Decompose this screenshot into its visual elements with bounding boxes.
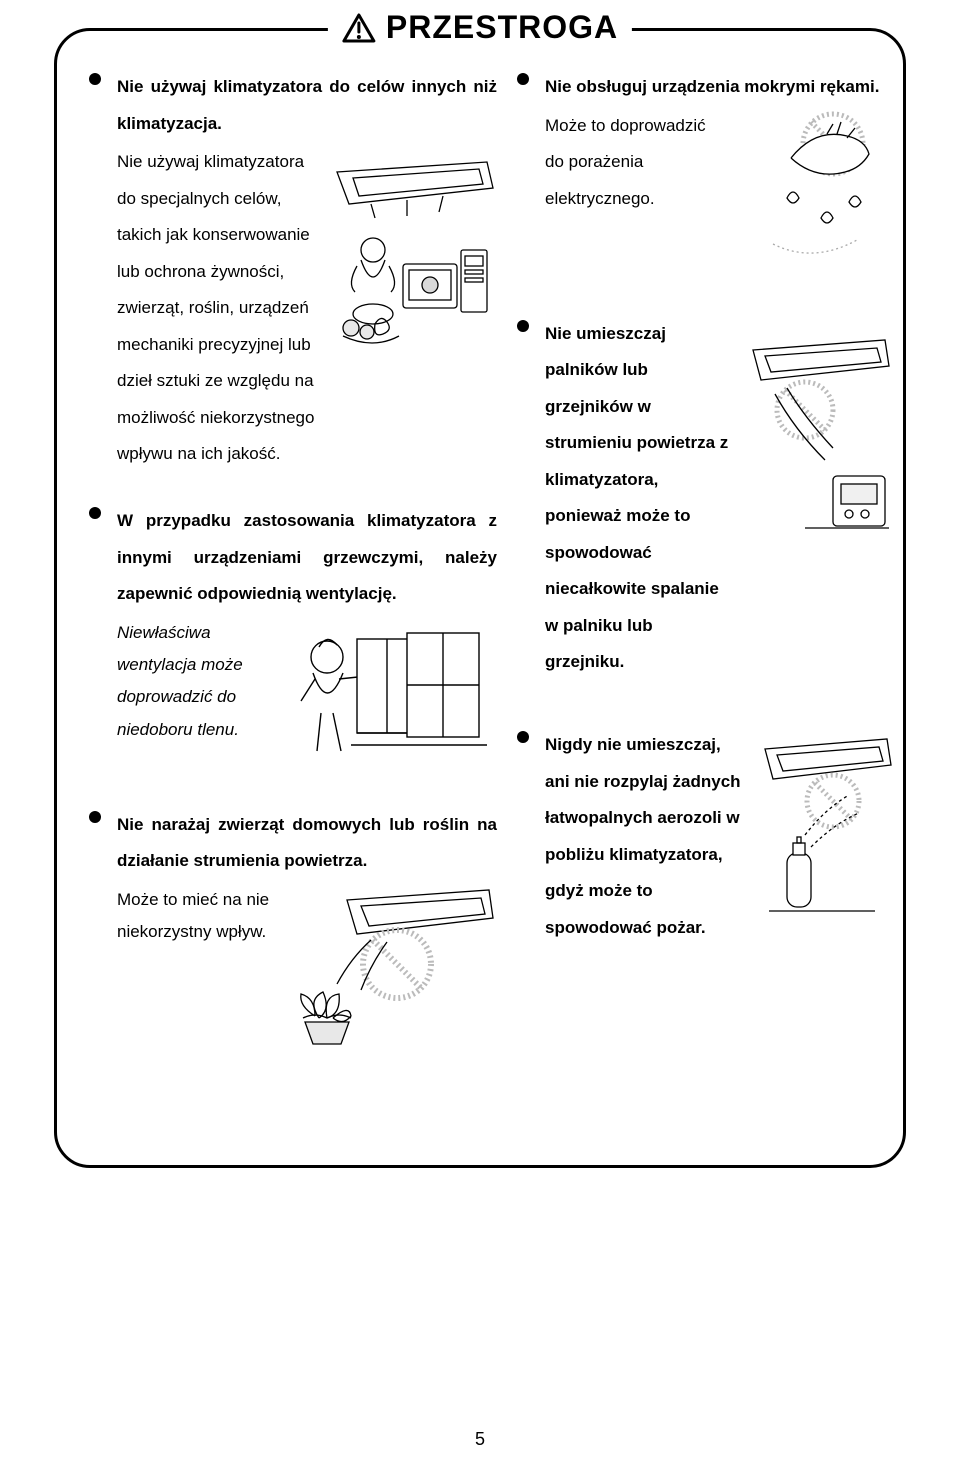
- caution-frame: PRZESTROGA Nie używaj klimatyzatora do c…: [54, 28, 906, 1168]
- illustration-aerosol-fire: [755, 735, 895, 925]
- lead-text: Nie używaj klimatyzatora do celów innych…: [117, 69, 497, 142]
- item-body: Nie umieszczaj palników lub grzejników w…: [545, 316, 895, 681]
- body-text: Niewłaściwa wentylacja może doprowadzić …: [117, 617, 277, 746]
- body-text: Może to doprowadzić do porażenia elektry…: [545, 108, 727, 218]
- bullet-icon: [89, 811, 101, 823]
- bullet-icon: [517, 73, 529, 85]
- illustration-food-storage: [327, 154, 497, 354]
- lead-text: Nie umieszczaj palników lub grzejników w…: [545, 316, 735, 681]
- column-left: Nie używaj klimatyzatora do celów innych…: [89, 69, 497, 1139]
- body-text: Nie używaj klimatyzatora do specjalnych …: [117, 144, 317, 473]
- item-body: Nie obsługuj urządzenia mokrymi rękami. …: [545, 69, 887, 278]
- body-text: Może to mieć na nie niekorzystny wpływ.: [117, 884, 277, 949]
- right-item-1: Nie obsługuj urządzenia mokrymi rękami. …: [517, 69, 887, 278]
- item-body: W przypadku zastosowania klimatyzatora z…: [117, 503, 497, 767]
- lead-text: Nigdy nie umieszczaj, ani nie rozpylaj ż…: [545, 727, 745, 946]
- column-right: Nie obsługuj urządzenia mokrymi rękami. …: [517, 69, 887, 1139]
- lead-text: Nie narażaj zwierząt domowych lub roślin…: [117, 807, 497, 880]
- lead-text: Nie obsługuj urządzenia mokrymi rękami.: [545, 69, 887, 106]
- illustration-heater-airflow: [745, 336, 895, 546]
- bullet-icon: [89, 73, 101, 85]
- item-body: Nie narażaj zwierząt domowych lub roślin…: [117, 807, 497, 1054]
- page-number: 5: [0, 1429, 960, 1450]
- bullet-icon: [89, 507, 101, 519]
- columns: Nie używaj klimatyzatora do celów innych…: [57, 31, 903, 1165]
- left-item-2: W przypadku zastosowania klimatyzatora z…: [89, 503, 497, 767]
- illustration-wet-hands: [737, 108, 887, 278]
- header: PRZESTROGA: [328, 9, 632, 46]
- left-item-1: Nie używaj klimatyzatora do celów innych…: [89, 69, 497, 473]
- lead-text: W przypadku zastosowania klimatyzatora z…: [117, 503, 497, 613]
- illustration-plant-airflow: [287, 884, 497, 1054]
- header-title: PRZESTROGA: [386, 9, 618, 46]
- bullet-icon: [517, 320, 529, 332]
- left-item-3: Nie narażaj zwierząt domowych lub roślin…: [89, 807, 497, 1054]
- warning-icon: [342, 13, 376, 43]
- item-body: Nigdy nie umieszczaj, ani nie rozpylaj ż…: [545, 727, 895, 946]
- bullet-icon: [517, 731, 529, 743]
- illustration-window-ventilation: [287, 617, 497, 767]
- right-item-3: Nigdy nie umieszczaj, ani nie rozpylaj ż…: [517, 727, 887, 946]
- right-item-2: Nie umieszczaj palników lub grzejników w…: [517, 316, 887, 681]
- item-body: Nie używaj klimatyzatora do celów innych…: [117, 69, 497, 473]
